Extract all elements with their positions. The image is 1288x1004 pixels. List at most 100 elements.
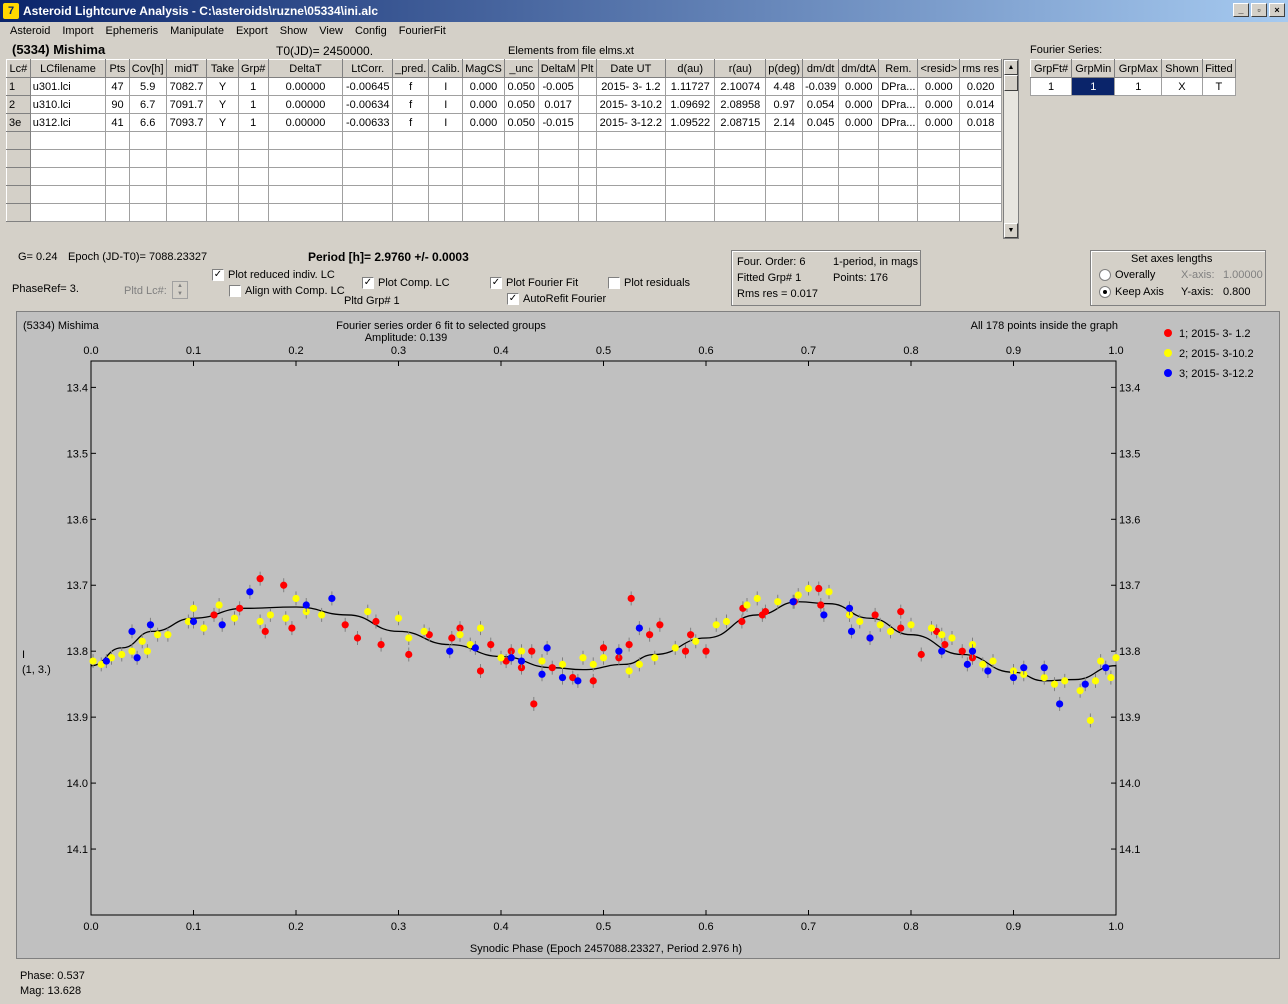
- row-header-cell[interactable]: [6, 149, 31, 168]
- table-cell[interactable]: [878, 185, 919, 204]
- table-cell[interactable]: [165, 185, 208, 204]
- restore-button[interactable]: ▫: [1251, 3, 1267, 17]
- row-header-cell[interactable]: 1: [6, 77, 31, 96]
- plot-comp-checkbox[interactable]: ✓ Plot Comp. LC: [362, 277, 450, 290]
- table-cell[interactable]: [802, 185, 840, 204]
- table-cell[interactable]: [128, 203, 167, 222]
- table-cell[interactable]: -0.039: [802, 77, 840, 96]
- fourier-cell[interactable]: X: [1161, 77, 1203, 96]
- table-cell[interactable]: [714, 185, 767, 204]
- table-cell[interactable]: [128, 131, 167, 150]
- table-cell[interactable]: [878, 167, 919, 186]
- table-cell[interactable]: 0.00000: [267, 95, 344, 114]
- table-cell[interactable]: [537, 203, 579, 222]
- col-header-9[interactable]: _pred.: [392, 59, 430, 78]
- col-header-3[interactable]: Cov[h]: [128, 59, 167, 78]
- table-cell[interactable]: [237, 167, 269, 186]
- fourier-col-header[interactable]: GrpMin: [1071, 59, 1116, 78]
- table-cell[interactable]: DPra...: [878, 95, 919, 114]
- col-header-17[interactable]: r(au): [714, 59, 767, 78]
- fourier-col-header[interactable]: GrpMax: [1114, 59, 1163, 78]
- table-cell[interactable]: [342, 167, 394, 186]
- table-cell[interactable]: Y: [206, 77, 239, 96]
- table-cell[interactable]: [838, 203, 880, 222]
- table-cell[interactable]: -0.005: [537, 77, 579, 96]
- table-cell[interactable]: 0.020: [959, 77, 1002, 96]
- lightcurve-chart[interactable]: 0.0 0.0 0.1 0.1 0.2 0.2 0.3 0.3 0.4 0.4 0.5 0.5 0.6 0…: [17, 312, 1279, 958]
- col-header-13[interactable]: DeltaM: [537, 59, 579, 78]
- scroll-down-button[interactable]: ▼: [1004, 223, 1018, 238]
- table-cell[interactable]: [29, 131, 107, 150]
- row-header-cell[interactable]: 3e: [6, 113, 31, 132]
- col-header-19[interactable]: dm/dt: [802, 59, 840, 78]
- col-header-8[interactable]: LtCorr.: [342, 59, 394, 78]
- table-cell[interactable]: 0.018: [959, 113, 1002, 132]
- table-cell[interactable]: [267, 203, 344, 222]
- lc-table-empty-row[interactable]: [6, 185, 1002, 204]
- row-header-cell[interactable]: [6, 203, 31, 222]
- table-cell[interactable]: [917, 203, 961, 222]
- table-cell[interactable]: [237, 185, 269, 204]
- table-cell[interactable]: 1: [237, 113, 269, 132]
- table-cell[interactable]: [428, 131, 464, 150]
- col-header-16[interactable]: d(au): [665, 59, 716, 78]
- table-cell[interactable]: 2.08715: [714, 113, 767, 132]
- table-cell[interactable]: 1: [237, 77, 269, 96]
- fourier-cell[interactable]: T: [1201, 77, 1237, 96]
- table-cell[interactable]: [917, 185, 961, 204]
- table-cell[interactable]: 7091.7: [165, 95, 208, 114]
- col-header-4[interactable]: midT: [165, 59, 208, 78]
- table-cell[interactable]: 5.9: [128, 77, 167, 96]
- table-cell[interactable]: u301.lci: [29, 77, 107, 96]
- table-cell[interactable]: [665, 167, 716, 186]
- table-cell[interactable]: [802, 131, 840, 150]
- table-cell[interactable]: [802, 149, 840, 168]
- table-cell[interactable]: Y: [206, 113, 239, 132]
- table-cell[interactable]: [917, 167, 961, 186]
- close-button[interactable]: ×: [1269, 3, 1285, 17]
- table-cell[interactable]: 47: [105, 77, 130, 96]
- table-cell[interactable]: [206, 185, 239, 204]
- table-cell[interactable]: [462, 149, 505, 168]
- table-cell[interactable]: [428, 185, 464, 204]
- table-cell[interactable]: -0.00633: [342, 113, 394, 132]
- table-cell[interactable]: [917, 149, 961, 168]
- table-cell[interactable]: [765, 131, 804, 150]
- table-cell[interactable]: 1.09522: [665, 113, 716, 132]
- table-cell[interactable]: [838, 167, 880, 186]
- table-cell[interactable]: [267, 131, 344, 150]
- table-cell[interactable]: [714, 131, 767, 150]
- lightcurve-graph[interactable]: 0.0 0.0 0.1 0.1 0.2 0.2 0.3 0.3 0.4 0.4 0.5 0.5 0.6 0…: [16, 311, 1280, 959]
- table-cell[interactable]: [665, 149, 716, 168]
- table-cell[interactable]: [959, 203, 1002, 222]
- table-cell[interactable]: 4.48: [765, 77, 804, 96]
- minimize-button[interactable]: _: [1233, 3, 1249, 17]
- col-header-20[interactable]: dm/dtA: [838, 59, 880, 78]
- lc-table-row[interactable]: 1 u301.lci 47 5.9 7082.7 Y 1 0.00000 -0.00645 f I 0…: [6, 77, 1002, 96]
- lc-table-empty-row[interactable]: [6, 131, 1002, 150]
- table-cell[interactable]: 0.000: [838, 113, 880, 132]
- table-cell[interactable]: [105, 167, 130, 186]
- table-cell[interactable]: [959, 131, 1002, 150]
- table-cell[interactable]: I: [428, 113, 464, 132]
- table-cell[interactable]: 0.045: [802, 113, 840, 132]
- table-cell[interactable]: [917, 131, 961, 150]
- table-cell[interactable]: [392, 131, 430, 150]
- table-cell[interactable]: [503, 131, 539, 150]
- row-header-cell[interactable]: 2: [6, 95, 31, 114]
- table-cell[interactable]: [714, 203, 767, 222]
- table-cell[interactable]: [29, 185, 107, 204]
- menu-show[interactable]: Show: [279, 25, 308, 37]
- table-cell[interactable]: [802, 203, 840, 222]
- table-cell[interactable]: [29, 203, 107, 222]
- table-cell[interactable]: f: [392, 95, 430, 114]
- table-cell[interactable]: [128, 185, 167, 204]
- table-cell[interactable]: [714, 167, 767, 186]
- table-cell[interactable]: [237, 149, 269, 168]
- table-cell[interactable]: [105, 185, 130, 204]
- table-cell[interactable]: [765, 203, 804, 222]
- plot-reduced-checkbox[interactable]: ✓ Plot reduced indiv. LC: [212, 269, 335, 282]
- lc-table-empty-row[interactable]: [6, 203, 1002, 222]
- col-header-7[interactable]: DeltaT: [267, 59, 344, 78]
